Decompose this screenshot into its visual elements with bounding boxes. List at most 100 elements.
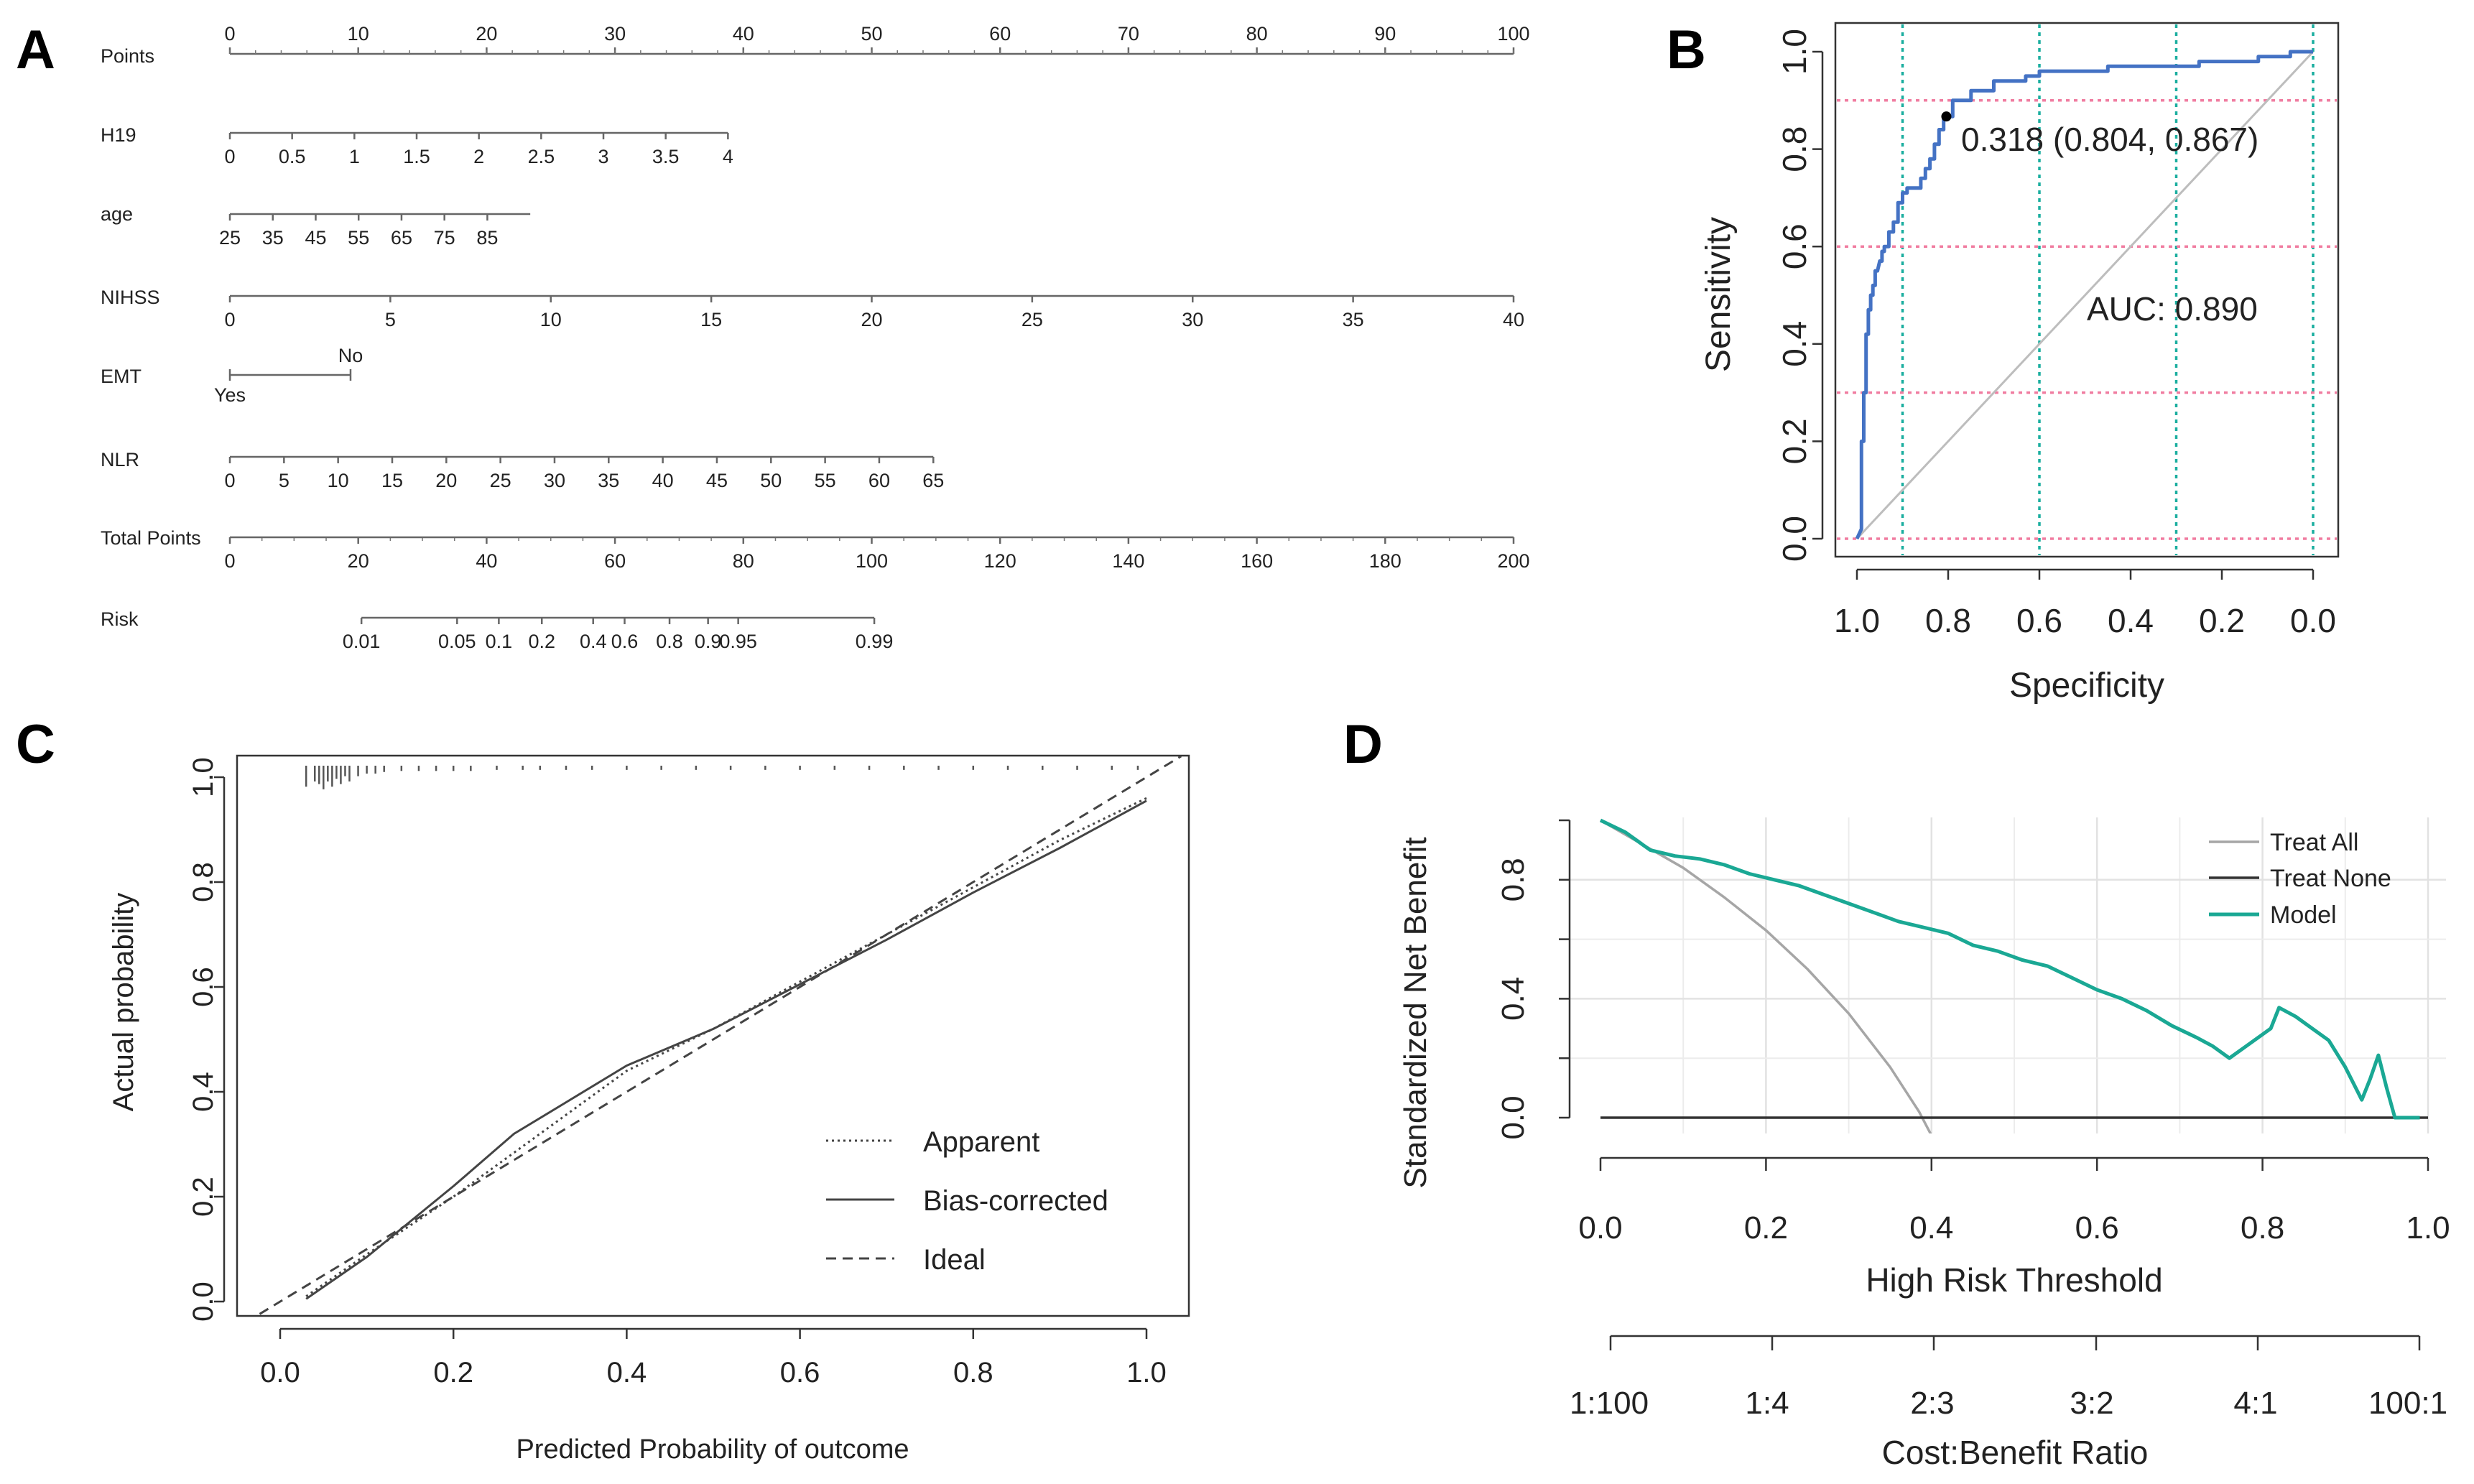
y-tick-label: 0.6 [187,967,219,1007]
calibration-panel: Apparent Bias-corrected Ideal 0.0 0.2 0.4 0.6 0… [108,754,1190,1465]
nomogram-row-label: EMT [101,366,142,387]
nomogram-tick-label: 80 [1246,23,1268,45]
ratio-tick-label: 2:3 [1910,1386,1954,1421]
ratio-tick-label: 100:1 [2368,1386,2447,1421]
nomogram-tick-label: 100 [856,550,888,572]
nomogram-tick-label: 40 [733,23,754,45]
calibration-line-apparent [305,797,1147,1297]
y-tick-label: 0.0 [187,1281,219,1322]
y-tick-label: 0.4 [1776,321,1813,367]
x-tick-label: 0.4 [2108,602,2154,639]
nomogram-tick-label: 55 [348,227,369,249]
nomogram-tick-label: 0.4 [580,631,607,652]
plot-frame [1834,22,2340,558]
nomogram-row-label: age [101,203,133,225]
ratio-axis-title: Cost:Benefit Ratio [1882,1434,2149,1471]
nomogram-tick-label: 65 [391,227,412,249]
y-tick-label: 0.0 [1496,1095,1531,1139]
y-tick-label: 0.2 [1776,418,1813,464]
nomogram-tick-label: 80 [733,550,754,572]
nomogram-tick-label: 60 [604,550,626,572]
decision-curve-panel: Treat All Treat None Model 0.0 0.4 0.8 Standar… [1398,817,2450,1471]
y-axis-title: Standardized Net Benefit [1398,837,1433,1188]
nomogram-row-label: Total Points [101,527,201,549]
nomogram-tick-label: 15 [700,309,722,330]
nomogram-tick-label: 180 [1369,550,1402,572]
roc-panel: 0.318 (0.804, 0.867) AUC: 0.890 1.0 0.8 0.6 0… [1700,22,2340,705]
threshold-label: 0.318 (0.804, 0.867) [1961,121,2258,158]
nomogram-tick-label: 40 [652,470,674,491]
nomogram-tick-label: 10 [348,23,369,45]
x-tick-label: 0.0 [2290,602,2336,639]
nomogram-tick-label: 15 [381,470,403,491]
nomogram-row-label: Risk [101,608,139,630]
nomogram-tick-label: 1 [349,146,360,167]
nomogram-tick-label: 0.6 [611,631,639,652]
legend-entry-label: Bias-corrected [923,1185,1108,1217]
ratio-tick-label: 1:100 [1570,1386,1649,1421]
x-tick-label: 1.0 [1834,602,1880,639]
x-axis-title: Predicted Probability of outcome [516,1434,909,1465]
x-axis-title: Specificity [2009,667,2164,705]
nomogram-tick-label: 30 [1182,309,1203,330]
nomogram-tick-label: 25 [219,227,241,249]
ratio-tick-label: 1:4 [1745,1386,1789,1421]
ratio-tick-label: 3:2 [2070,1386,2113,1421]
auc-label: AUC: 0.890 [2087,290,2258,328]
nomogram-tick-label: 4 [723,146,733,167]
nomogram-tick-label: 0.05 [438,631,476,652]
y-axis-title: Actual probability [108,893,139,1112]
nomogram-level-label: Yes [214,384,246,406]
nomogram-tick-label: 90 [1374,23,1396,45]
y-tick-label: 0.6 [1776,223,1813,269]
nomogram-tick-label: 70 [1118,23,1139,45]
nomogram-tick-label: 1.5 [403,146,430,167]
nomogram-tick-label: 0.1 [486,631,513,652]
nomogram-tick-label: 0.9 [695,631,722,652]
y-tick-label: 1.0 [1776,29,1813,75]
x-tick-label: 0.6 [2075,1210,2119,1246]
nomogram-tick-label: 45 [706,470,728,491]
nomogram-tick-label: 100 [1497,23,1529,45]
plot-frame [236,754,1190,1317]
roc-curve [1855,50,2313,540]
nomogram-tick-label: 60 [989,23,1011,45]
x-tick-label: 0.6 [780,1357,820,1388]
nomogram-tick-label: 25 [490,470,511,491]
nomogram-tick-label: 200 [1497,550,1529,572]
nomogram-tick-label: 40 [1503,309,1524,330]
nomogram-tick-label: 85 [476,227,498,249]
nomogram-row-label: Points [101,45,154,67]
nomogram-tick-label: 0.2 [528,631,555,652]
panel-letter-b: B [1667,19,1706,80]
x-tick-label: 0.6 [2016,602,2062,639]
nomogram-tick-label: 55 [815,470,836,491]
nomogram-tick-label: 2 [473,146,484,167]
nomogram-tick-label: 5 [279,470,289,491]
x-tick-label: 1.0 [1126,1357,1167,1388]
x-tick-label: 0.2 [2199,602,2245,639]
x-tick-label: 0.2 [1744,1210,1788,1246]
y-tick-label: 0.8 [1776,126,1813,172]
nomogram-tick-label: 120 [984,550,1016,572]
nomogram-tick-label: 10 [328,470,349,491]
plot-area [1599,818,2428,1133]
x-tick-label: 0.8 [2241,1210,2284,1246]
y-tick-label: 0.4 [187,1072,219,1112]
nomogram-tick-label: 0.99 [856,631,894,652]
nomogram-tick-label: 2.5 [528,146,555,167]
nomogram-row-label: NLR [101,449,139,470]
nomogram-tick-label: 20 [861,309,882,330]
nomogram-tick-label: 0 [224,146,235,167]
threshold-point [1941,111,1952,122]
x-tick-label: 1.0 [2406,1210,2450,1246]
nomogram-tick-label: 0 [224,23,235,45]
nomogram-tick-label: 60 [868,470,890,491]
nomogram-row-label: H19 [101,124,136,146]
panel-letter-c: C [16,714,55,775]
nomogram-tick-label: 75 [434,227,455,249]
nomogram-tick-label: 0.8 [656,631,683,652]
nomogram-tick-label: 0 [224,470,235,491]
nomogram-row-label: NIHSS [101,287,160,308]
nomogram-level-label: No [338,345,363,366]
